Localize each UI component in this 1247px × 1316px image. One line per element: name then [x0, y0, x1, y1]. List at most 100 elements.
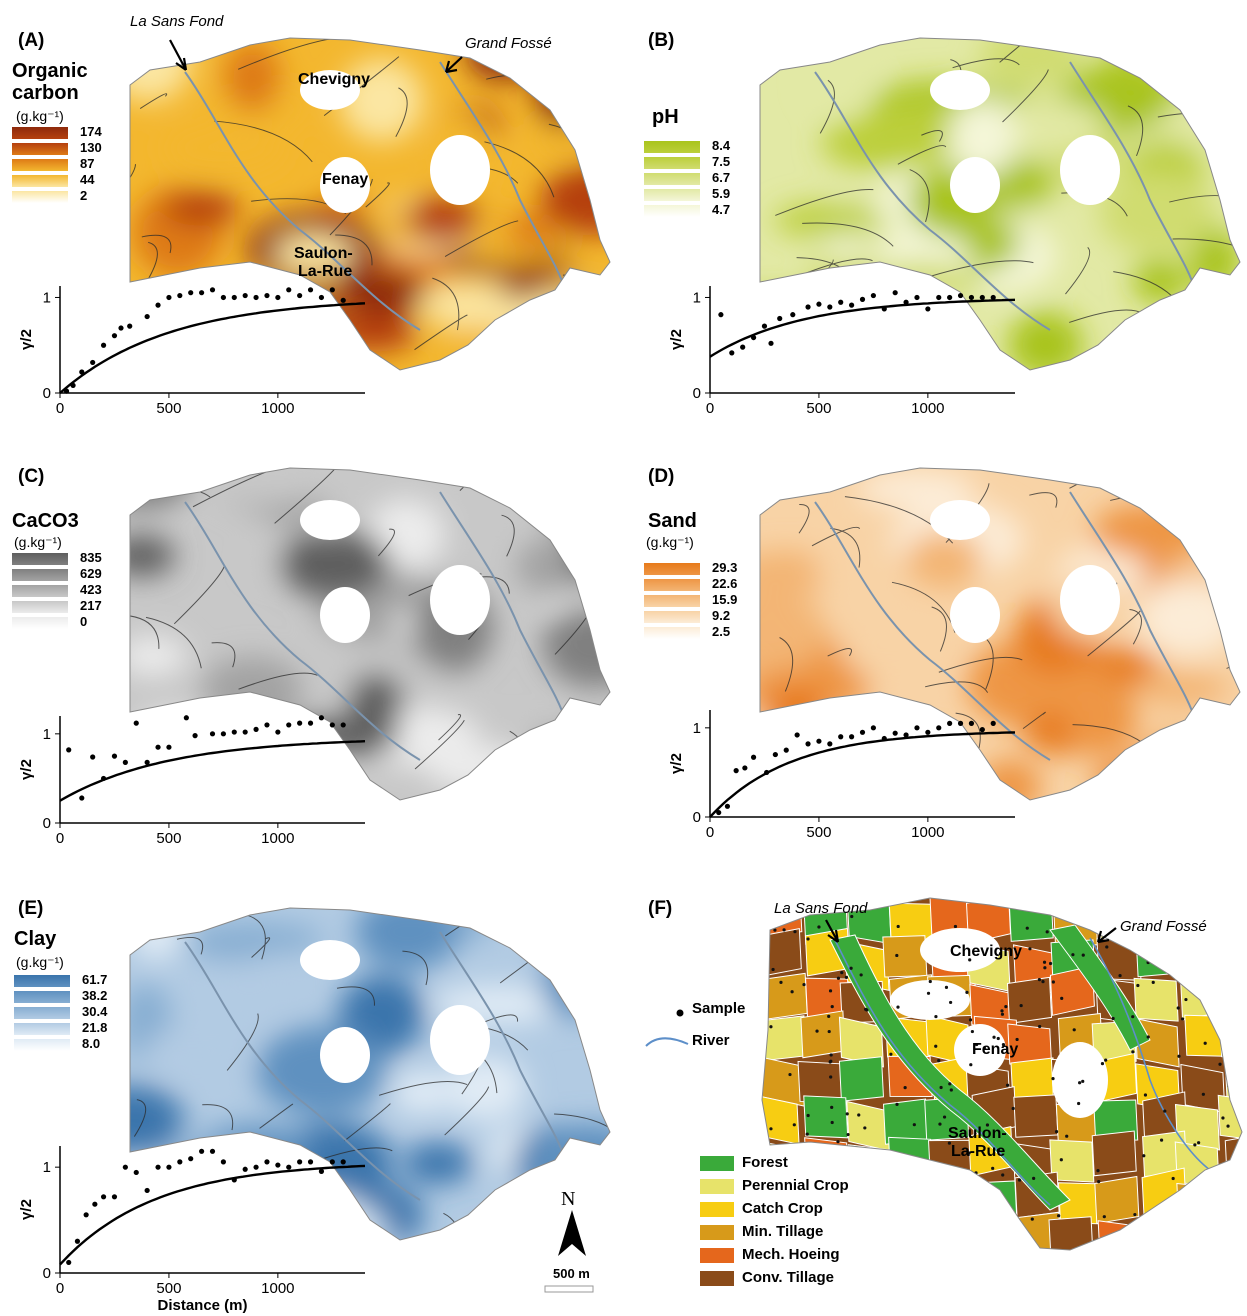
map-blotch	[163, 190, 240, 227]
legend-swatch	[14, 1007, 70, 1019]
town-fenay: Fenay	[972, 1041, 1019, 1058]
semivariance-point	[724, 803, 731, 809]
map-blotch	[486, 330, 583, 370]
sample-point	[802, 1149, 806, 1154]
field-boundary	[938, 656, 1023, 673]
semivariance-point	[286, 287, 292, 293]
sample-point	[828, 989, 833, 993]
semivariance-point	[968, 294, 975, 301]
field-boundary	[1216, 67, 1240, 94]
semivariance-point	[253, 1164, 259, 1170]
sample-point	[1037, 978, 1042, 982]
sample-point	[827, 1029, 831, 1034]
variogram-organic-carbon: 0 500 1000 0 1 γ/2	[18, 286, 366, 417]
field-boundary	[481, 1014, 518, 1024]
field-boundary	[952, 58, 1020, 69]
map-blotch	[143, 1026, 254, 1077]
field-boundary	[827, 647, 852, 657]
semivariance-point	[127, 323, 133, 329]
x-tick-label: 1000	[261, 830, 294, 847]
map-outline	[759, 37, 1241, 371]
field-boundary	[598, 721, 610, 777]
semivariance-point	[264, 292, 270, 299]
semivariance-point	[188, 1156, 194, 1162]
legend-swatch	[12, 127, 68, 139]
sample-point	[992, 1035, 996, 1039]
sample-point	[1136, 983, 1140, 988]
map-clay	[129, 907, 611, 1241]
panel-c: (C) CaCO3 (g.kg⁻¹) 835 629 423 217 0 0 500 100…	[0, 430, 620, 870]
legend-unit: (g.kg⁻¹)	[14, 534, 62, 550]
legend-swatch	[12, 553, 68, 565]
river-line	[1069, 491, 1196, 721]
legend-value: 8.4	[712, 138, 731, 153]
sample-point	[1197, 1141, 1201, 1145]
land-parcel	[1048, 1216, 1094, 1250]
field-boundary	[1115, 468, 1225, 476]
sample-point	[1017, 1178, 1022, 1182]
forest-band	[1049, 924, 1151, 1051]
land-parcel	[1133, 977, 1179, 1022]
semivariance-point	[947, 294, 953, 301]
map-outline	[761, 897, 1243, 1251]
semivariance-point	[133, 1169, 139, 1176]
sample-point	[1118, 974, 1122, 978]
village-area	[1060, 135, 1120, 205]
semivariance-point	[957, 720, 964, 726]
semivariance-point	[188, 290, 194, 296]
sample-point	[1038, 1024, 1042, 1029]
semivariance-point	[231, 1177, 237, 1183]
semivariance-point	[718, 312, 724, 318]
map-blotch	[540, 944, 601, 1018]
panel-label: (E)	[18, 898, 44, 919]
river-label-grand-fosse: Grand Fossé	[1120, 918, 1207, 935]
sample-point	[1072, 1028, 1076, 1032]
panel-b: (B) pH 8.4 7.5 6.7 5.9 4.7 0 500 1000 0 1 γ/2	[630, 0, 1247, 430]
arrow-icon	[169, 39, 188, 71]
sample-point	[829, 1053, 833, 1057]
sample-point	[1019, 1003, 1023, 1008]
field-boundary	[438, 714, 462, 741]
semivariance-point	[253, 726, 259, 732]
semivariance-point	[329, 1159, 335, 1165]
semivariance-point	[253, 294, 259, 301]
sample-point	[941, 1225, 945, 1229]
sample-point	[859, 973, 863, 977]
village-area	[1052, 1042, 1108, 1118]
field-boundary	[365, 182, 390, 208]
sample-point	[802, 982, 806, 987]
sample-point	[982, 1046, 987, 1050]
legend-swatch	[12, 585, 68, 597]
map-blotch	[523, 726, 610, 784]
land-use-label: Min. Tillage	[742, 1223, 824, 1240]
sample-point	[1048, 961, 1053, 966]
map-sand	[759, 467, 1241, 801]
field-boundary	[1152, 61, 1201, 92]
semivariance-point	[90, 359, 96, 366]
panel-label: (D)	[648, 466, 675, 487]
land-parcel	[1013, 1094, 1059, 1138]
sample-point	[1051, 980, 1055, 984]
sample-point	[857, 1113, 861, 1117]
semivariance-point	[881, 735, 887, 742]
field-boundary	[444, 220, 519, 257]
field-boundary	[226, 1013, 259, 1071]
semivariance-point	[122, 1164, 128, 1170]
map-blotch	[1092, 502, 1212, 559]
land-use-map	[761, 897, 1243, 1251]
sample-point	[845, 1112, 849, 1116]
sample-point	[1222, 1192, 1226, 1196]
sample-point	[1051, 1076, 1055, 1081]
semivariance-point	[100, 342, 107, 348]
town-chevigny: Chevigny	[950, 943, 1023, 960]
semivariance-point	[827, 304, 833, 310]
sample-point	[779, 980, 783, 984]
legend-value: 44	[80, 172, 95, 187]
sample-point	[968, 1018, 973, 1022]
sample-point	[1133, 1212, 1137, 1217]
land-parcel	[838, 1056, 884, 1102]
model-curve	[59, 740, 366, 802]
land-use-swatch	[700, 1156, 734, 1171]
field-boundary	[146, 241, 158, 283]
land-use-swatch	[700, 1225, 734, 1240]
